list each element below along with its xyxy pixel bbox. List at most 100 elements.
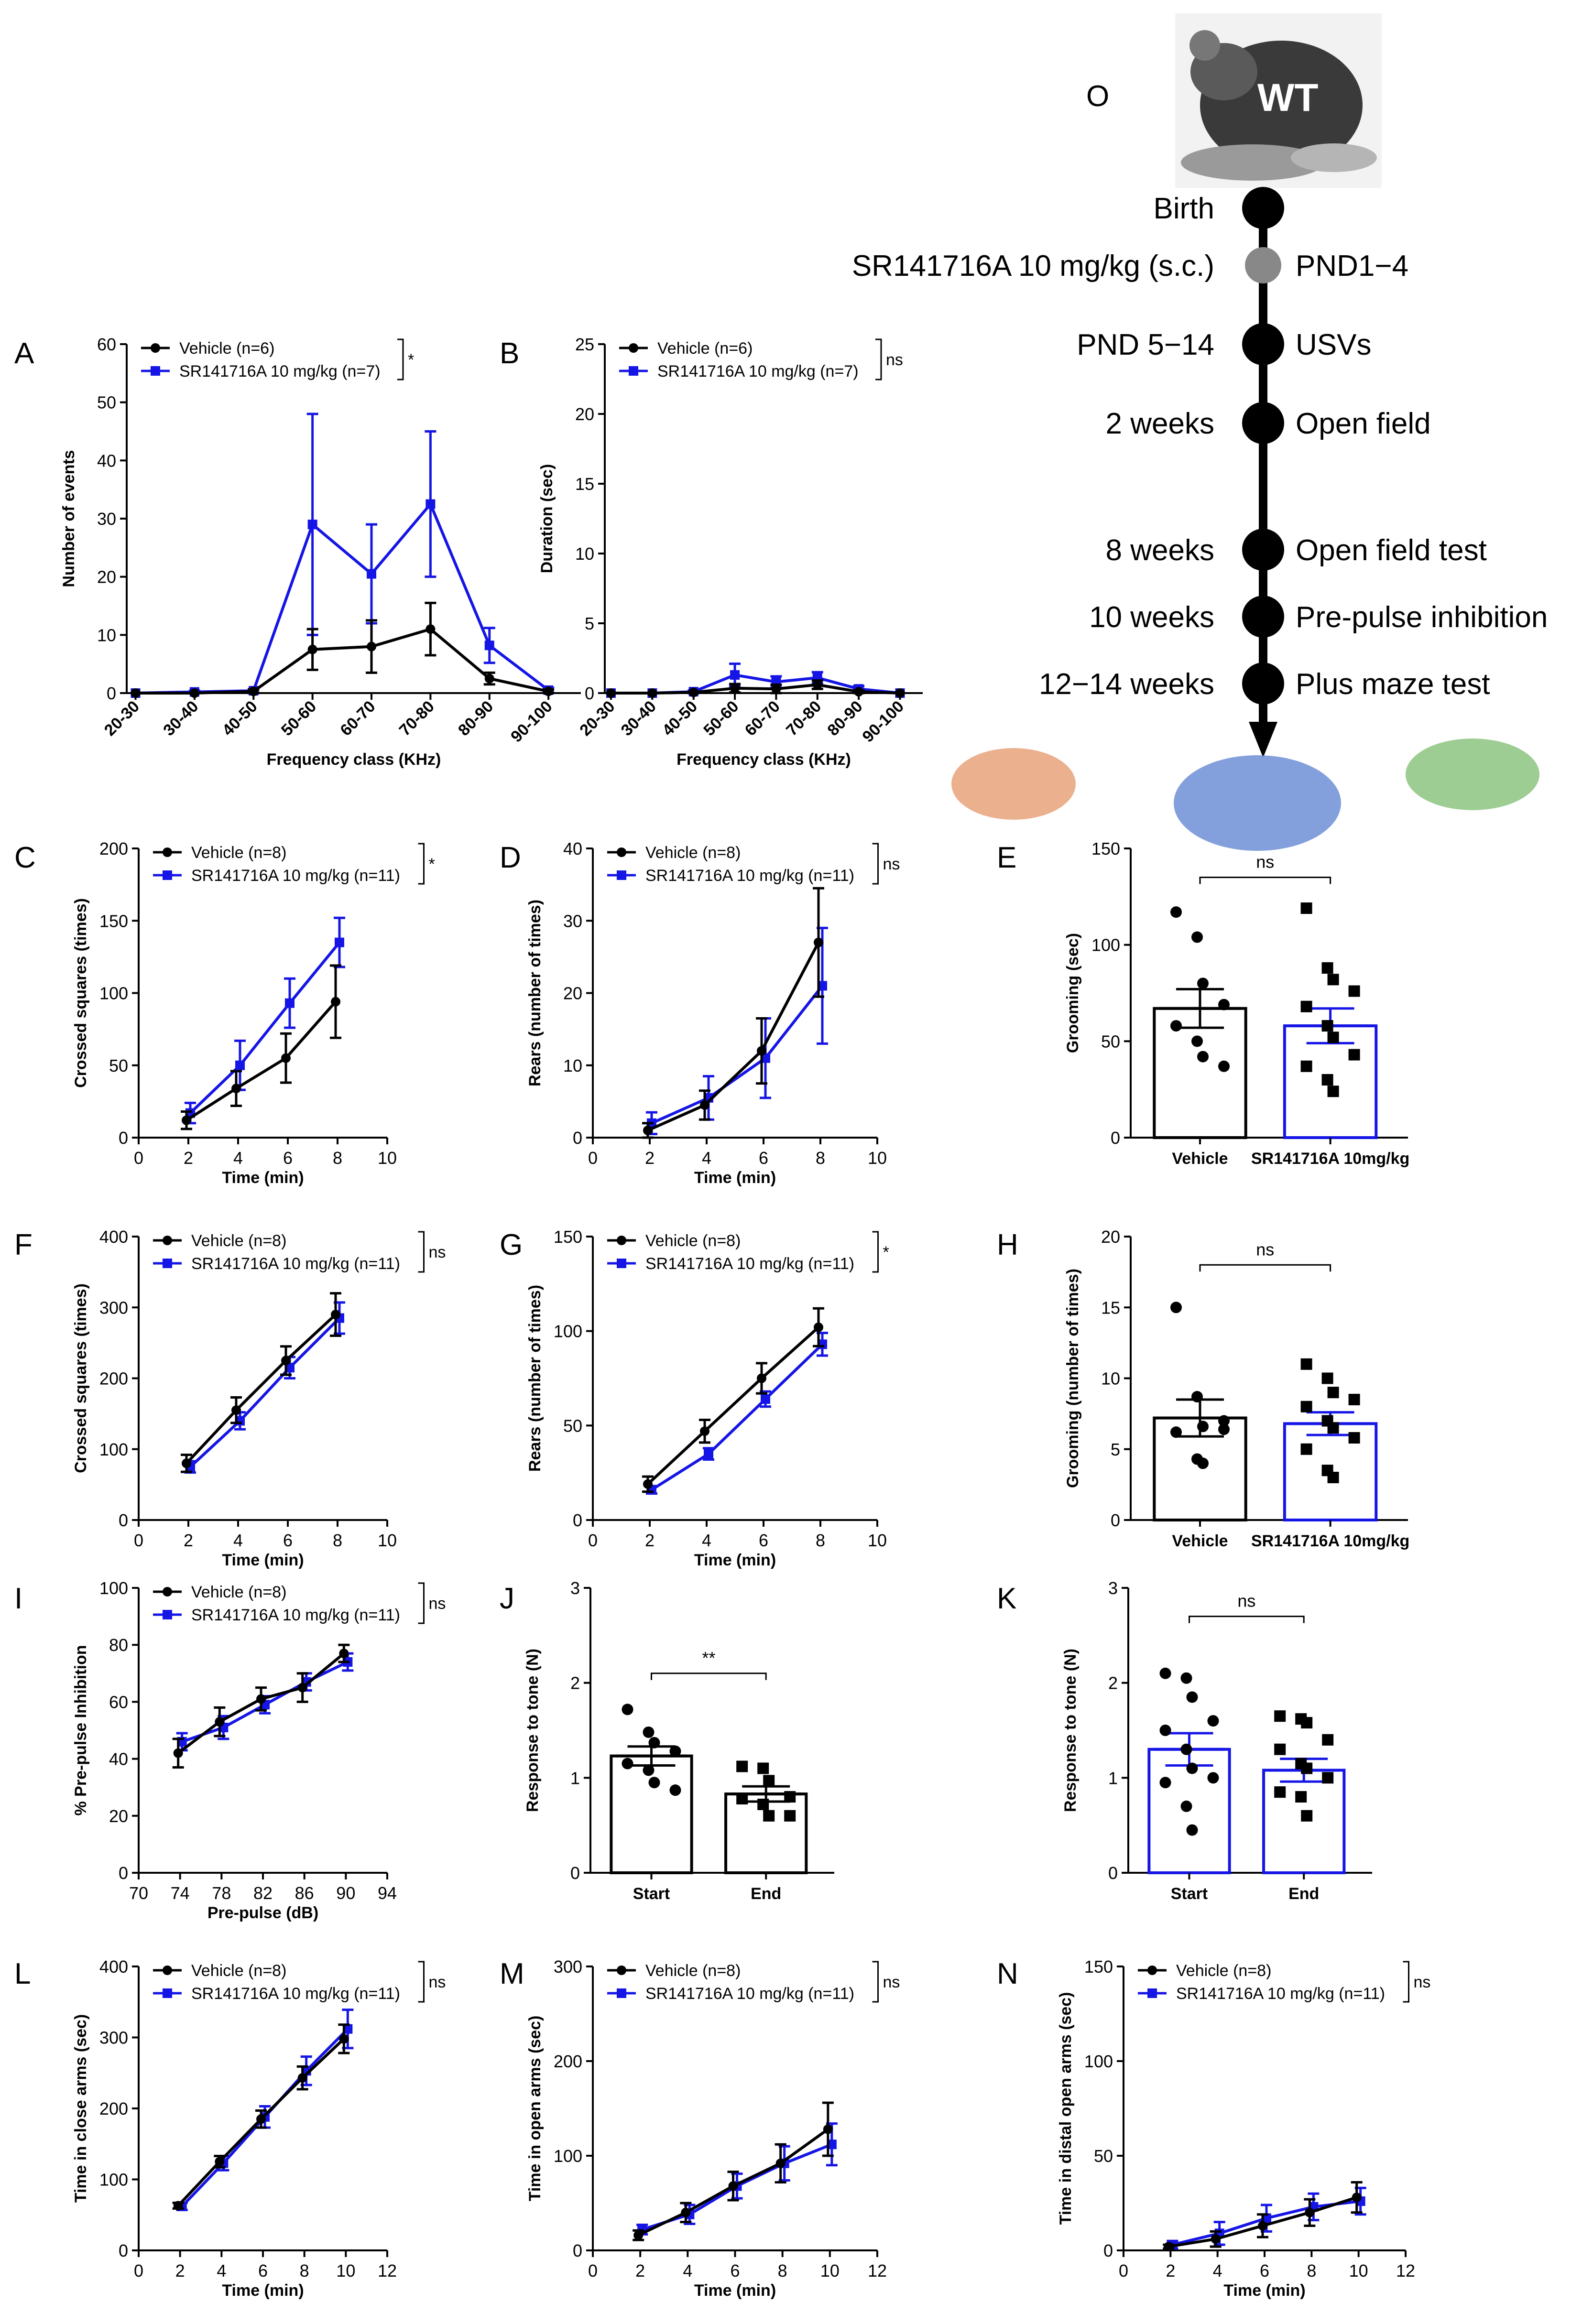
individual-point xyxy=(1321,1020,1333,1032)
y-tick-label: 100 xyxy=(99,2170,128,2190)
data-point xyxy=(249,686,259,696)
data-point xyxy=(1258,2221,1267,2231)
x-tick-label: 12 xyxy=(1396,2261,1415,2281)
individual-point xyxy=(1197,1421,1209,1433)
timeline-dot xyxy=(1242,187,1284,229)
individual-point xyxy=(1327,974,1339,986)
significance-bracket xyxy=(872,843,879,885)
x-tick-label: 20-30 xyxy=(576,697,618,739)
data-point xyxy=(173,2201,183,2211)
y-axis-title: Time in close arms (sec) xyxy=(72,2014,90,2203)
y-tick-label: 60 xyxy=(97,335,116,354)
individual-point xyxy=(1207,1715,1219,1727)
individual-point xyxy=(1218,1423,1230,1435)
significance-label: ns xyxy=(1256,852,1274,872)
y-tick-label: 200 xyxy=(99,1369,128,1389)
x-tick-label: 40-50 xyxy=(659,697,701,739)
y-axis-title: Crossed squares (times) xyxy=(72,898,90,1088)
individual-point xyxy=(1218,1060,1230,1072)
significance-bracket xyxy=(397,338,404,380)
chart-B: 0 5 10 15 20 25 Duration (sec) Frequency class … xyxy=(538,335,923,769)
individual-point xyxy=(1300,1060,1312,1072)
data-point xyxy=(633,2230,644,2240)
panel-letter-H: H xyxy=(997,1228,1018,1261)
individual-point xyxy=(1327,1472,1339,1484)
y-tick-label: 0 xyxy=(1111,1510,1120,1530)
individual-point xyxy=(1170,906,1182,918)
individual-point xyxy=(1191,1035,1203,1047)
data-point xyxy=(688,687,698,697)
legend-marker xyxy=(1147,1966,1157,1975)
individual-point xyxy=(1159,1667,1171,1679)
x-tick-label: 6 xyxy=(283,1531,293,1550)
data-point xyxy=(814,1322,823,1332)
timeline-dot xyxy=(1245,247,1281,283)
data-point xyxy=(730,670,740,680)
y-tick-label: 400 xyxy=(99,1227,128,1247)
legend-marker xyxy=(163,1236,172,1245)
x-tick-label: 8 xyxy=(816,1148,825,1168)
data-point xyxy=(189,688,199,698)
x-tick-label: 10 xyxy=(378,1531,397,1550)
x-axis-title: Time (min) xyxy=(694,2281,776,2300)
x-tick-label: 2 xyxy=(1166,2261,1175,2281)
y-tick-label: 150 xyxy=(554,1227,582,1247)
series-line xyxy=(185,1000,337,1122)
individual-point xyxy=(1274,1786,1286,1798)
data-point xyxy=(728,2181,738,2191)
data-point xyxy=(827,2139,837,2150)
y-tick-label: 0 xyxy=(570,1863,580,1883)
y-tick-label: 10 xyxy=(563,1056,582,1075)
x-tick-label: 6 xyxy=(730,2261,740,2281)
data-point xyxy=(182,1115,191,1125)
x-axis-title: Time (min) xyxy=(694,1169,776,1187)
data-point xyxy=(814,937,823,947)
legend-marker xyxy=(151,366,160,376)
y-tick-label: 0 xyxy=(119,1128,128,1148)
individual-point xyxy=(1186,1691,1198,1703)
y-tick-label: 3 xyxy=(1108,1578,1118,1598)
panel-letter-O: O xyxy=(1086,80,1109,113)
x-tick-label: 0 xyxy=(588,1148,598,1168)
y-tick-label: 80 xyxy=(109,1635,128,1655)
legend-label: Vehicle (n=6) xyxy=(657,339,753,358)
data-point xyxy=(256,2114,266,2124)
y-tick-label: 100 xyxy=(554,2146,582,2166)
x-axis-title: Pre-pulse (dB) xyxy=(207,1904,318,1922)
x-tick-label: 50-60 xyxy=(278,697,320,739)
y-axis-title: Crossed squares (times) xyxy=(72,1283,90,1473)
data-point xyxy=(256,1694,266,1704)
significance-label: * xyxy=(408,351,414,369)
y-axis-title: Grooming (number of times) xyxy=(1064,1269,1082,1488)
legend-marker xyxy=(151,343,160,353)
x-tick-label: 0 xyxy=(1119,2261,1128,2281)
x-tick-label: 50-60 xyxy=(700,697,742,739)
data-point xyxy=(761,1053,770,1063)
y-tick-label: 100 xyxy=(99,984,128,1003)
data-point xyxy=(757,1373,766,1383)
chart-J: 0 1 2 3 Response to tone (N) Start End ** xyxy=(524,1578,834,1903)
panel-letter-G: G xyxy=(500,1228,523,1261)
y-tick-label: 100 xyxy=(99,1440,128,1459)
y-tick-label: 0 xyxy=(1111,1128,1120,1148)
individual-point xyxy=(1295,1791,1307,1803)
y-tick-label: 100 xyxy=(99,1578,128,1598)
individual-point xyxy=(643,1764,655,1776)
x-tick-label: 6 xyxy=(759,1148,768,1168)
y-tick-label: 40 xyxy=(563,839,582,858)
series-line xyxy=(189,1317,341,1468)
individual-point xyxy=(1300,902,1312,914)
panel-letter-A: A xyxy=(14,337,34,370)
individual-point xyxy=(622,1758,633,1770)
individual-point xyxy=(1348,1432,1360,1444)
x-axis-title: Frequency class (KHz) xyxy=(676,750,851,769)
individual-point xyxy=(784,1791,796,1803)
timeline-test-label: PND1−4 xyxy=(1296,250,1408,282)
data-point xyxy=(544,686,554,696)
legend-label: SR141716A 10 mg/kg (n=7) xyxy=(179,362,381,380)
y-axis-title: Duration (sec) xyxy=(538,464,556,574)
y-tick-label: 20 xyxy=(109,1806,128,1826)
